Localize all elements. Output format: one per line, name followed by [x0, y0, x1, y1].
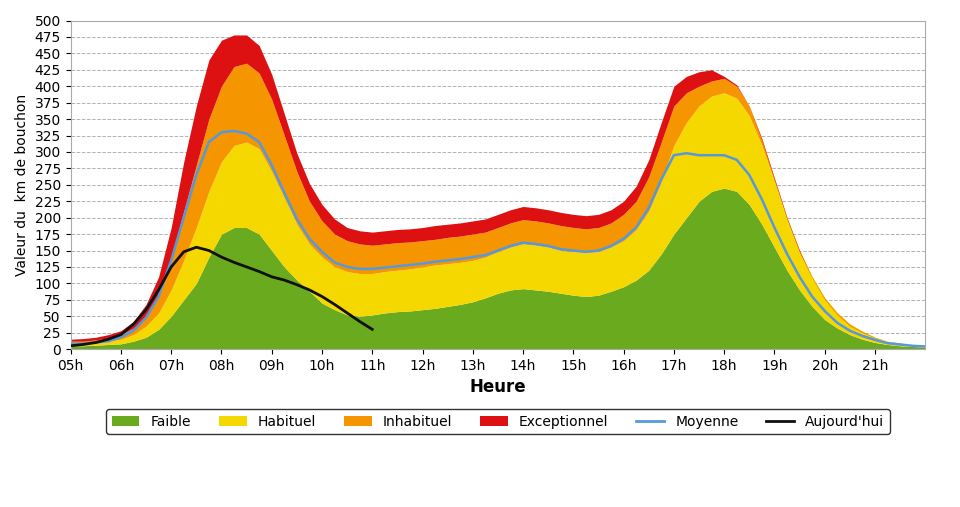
Y-axis label: Valeur du  km de bouchon: Valeur du km de bouchon [15, 94, 29, 276]
Legend: Faible, Habituel, Inhabituel, Exceptionnel, Moyenne, Aujourd'hui: Faible, Habituel, Inhabituel, Exceptionn… [107, 409, 890, 434]
X-axis label: Heure: Heure [469, 378, 526, 396]
